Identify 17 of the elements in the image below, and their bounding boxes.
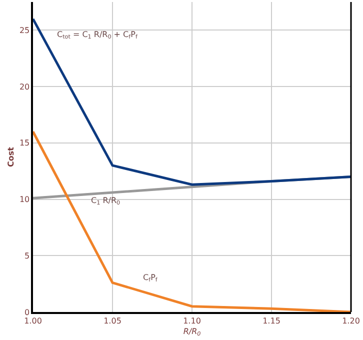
- x-tick-label: 1.00: [24, 316, 42, 326]
- y-tick-label: 25: [19, 26, 30, 35]
- x-tick-label: 1.10: [183, 316, 201, 326]
- y-axis-title: Cost: [6, 146, 16, 167]
- y-tick-label: 15: [19, 138, 30, 148]
- y-tick-label: 5: [24, 251, 30, 260]
- x-tick-label: 1.15: [262, 316, 280, 326]
- text: C$_{tot}$ = C$_{1}$ R/R$_{0}$ + C$_{f}$P$_{f}$: [57, 30, 138, 41]
- series-label: C$_{1}$ R/R$_{0}$: [91, 196, 121, 207]
- y-tick-label: 20: [19, 82, 30, 92]
- x-tick-label: 1.05: [104, 316, 122, 326]
- x-axis-title: R/R$_{0}$: [183, 326, 202, 338]
- x-tick-label: 1.20: [342, 316, 360, 326]
- y-tick-label: 10: [19, 195, 30, 204]
- y-tick-label: 0: [24, 308, 30, 317]
- series-label: C$_{f}$P$_{f}$: [143, 273, 158, 284]
- line-series: [33, 18, 351, 186]
